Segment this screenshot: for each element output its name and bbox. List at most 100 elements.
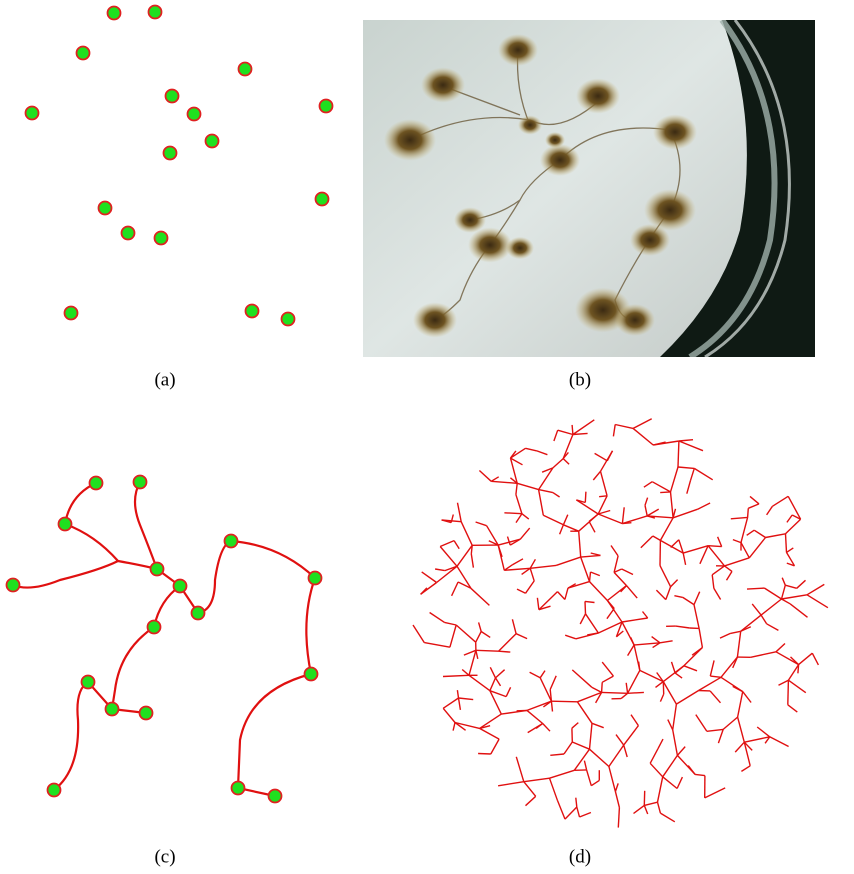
branch [672,662,676,673]
branch [671,540,679,548]
plasmodium-blob [421,67,465,102]
branch [787,515,792,522]
branch [513,559,523,565]
branch [705,788,726,798]
branch [517,589,526,593]
branch [807,584,824,594]
node [239,63,252,76]
branch [673,704,677,730]
branch [526,581,535,593]
branch [741,517,748,542]
branch [572,742,589,749]
branch [741,543,749,558]
branch [718,537,722,547]
branch [761,599,781,615]
branch [671,467,679,492]
branch [565,635,576,639]
branch [536,724,543,729]
branch [748,504,759,508]
node [108,7,121,20]
branch [737,631,740,657]
node [282,313,295,326]
panel-c [7,476,322,803]
node [174,580,187,593]
branch [591,553,601,555]
branch [530,559,535,568]
branch [437,566,457,582]
branch [788,665,798,681]
branch [576,500,598,514]
branch [590,749,609,766]
branch [785,585,796,588]
node [134,476,147,489]
branch [807,595,828,608]
branch [576,798,577,807]
branch [674,596,682,598]
branch [660,518,673,541]
branch [581,557,590,582]
branch [666,587,671,600]
branch [622,523,631,524]
branch [481,632,490,638]
branch [721,657,737,677]
branch [580,614,585,624]
branch [462,670,469,676]
branch [633,419,652,429]
branch [589,521,595,532]
branch [550,676,556,690]
branch [767,506,773,515]
node [164,147,177,160]
branch [450,625,456,647]
branch [550,754,564,755]
branch [577,702,592,724]
plasmodium-blob [506,237,534,259]
branch [443,708,455,722]
branch [458,503,462,522]
plasmodium-blob [384,119,436,161]
branch [628,670,640,693]
branch [516,634,527,639]
branch [563,435,573,459]
branch [478,754,491,755]
branch [788,705,798,712]
branch [712,566,724,575]
node [206,135,219,148]
branch [677,777,682,788]
branch [554,430,558,441]
branch [585,601,595,602]
branch [656,682,664,688]
node [77,47,90,60]
branch [479,471,491,482]
branch [720,633,730,638]
branch [564,742,572,754]
branch [687,481,691,494]
branch [660,492,670,493]
branch [731,517,748,518]
branch [708,546,722,547]
figure: (a) (b) (c) (d) [0,0,854,874]
branch [551,701,577,702]
branch [516,757,524,782]
node [232,782,245,795]
branch [633,428,653,445]
page: (a) (b) (c) (d) (() => { const data = JS… [0,0,854,874]
branch [577,692,601,701]
branch [614,572,626,585]
branch [476,632,482,643]
branch [581,555,601,557]
branch [694,592,700,605]
branch [663,777,677,789]
branch [743,692,751,703]
branch [469,650,476,675]
branch [788,680,805,693]
branch [776,644,785,652]
branch [572,425,573,435]
branch [490,678,496,691]
branch [782,599,791,604]
branch [479,622,482,631]
branch [747,588,765,589]
branch [710,691,720,703]
branch [738,692,743,718]
branch [602,692,628,693]
branch [539,490,553,493]
